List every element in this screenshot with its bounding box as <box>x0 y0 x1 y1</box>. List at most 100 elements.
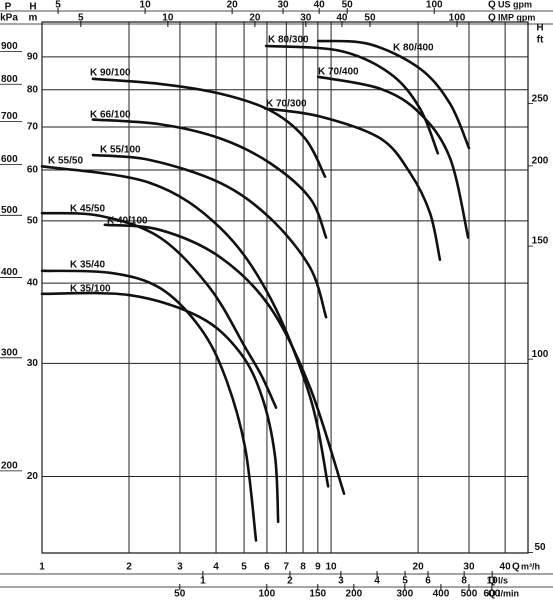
secondary-y-tick-label: 250 <box>532 93 549 104</box>
secondary-y-tick-label: 600 <box>1 154 18 165</box>
secondary-y-tick-label: 200 <box>532 155 549 166</box>
secondary-x-tick-label: 40 <box>314 0 326 11</box>
secondary-x-axis-unit: IMP gpm <box>498 12 535 22</box>
secondary-x-tick-label: 100 <box>426 0 443 11</box>
secondary-x-tick-label: 500 <box>461 589 478 600</box>
secondary-y-tick-label: 700 <box>1 111 18 122</box>
secondary-x-tick-label: 5 <box>78 13 84 24</box>
curve-label: K 55/100 <box>100 145 141 156</box>
x-axis-symbol: Q <box>512 562 520 573</box>
secondary-y-axis-symbol: P <box>5 2 12 13</box>
pump-curve <box>40 291 280 524</box>
secondary-y-axis-unit: ft <box>537 35 544 46</box>
secondary-y-tick-label: 900 <box>1 41 18 52</box>
secondary-y-tick-label: 100 <box>532 349 549 360</box>
curve-label: K 70/300 <box>266 99 307 110</box>
secondary-x-tick-label: 50 <box>342 0 354 11</box>
secondary-x-tick-label: 8 <box>461 576 467 587</box>
x-tick-label: 7 <box>284 562 290 573</box>
pump-curve <box>263 107 442 262</box>
curve-label: K 80/400 <box>393 43 434 54</box>
pump-curve <box>91 118 328 239</box>
y-tick-label: 20 <box>27 471 39 482</box>
curve-label: K 45/50 <box>70 204 105 215</box>
secondary-x-tick-label: 150 <box>309 589 326 600</box>
x-tick-label: 6 <box>264 562 270 573</box>
curve-label: K 70/400 <box>318 67 359 78</box>
pump-curve <box>40 165 330 488</box>
curve-label: K 55/50 <box>48 156 83 167</box>
secondary-x-axis-unit: US gpm <box>498 0 532 9</box>
secondary-x-tick-label: 10 <box>162 13 174 24</box>
y-tick-label: 30 <box>27 358 39 369</box>
secondary-x-tick-label: 10 <box>487 576 499 587</box>
pump-curve <box>91 153 328 319</box>
y-tick-label: 80 <box>27 84 39 95</box>
secondary-x-tick-label: 50 <box>174 589 186 600</box>
y-axis-symbol: H <box>29 2 36 13</box>
y-tick-label: 70 <box>27 122 39 133</box>
secondary-y-tick-label: 800 <box>1 74 18 85</box>
secondary-x-axis-symbol: Q <box>488 576 496 587</box>
curve-label: K 35/40 <box>70 260 105 271</box>
secondary-y-tick-label: 500 <box>1 205 18 216</box>
y-tick-label: 90 <box>27 52 39 63</box>
curve-label: K 66/100 <box>90 110 131 121</box>
secondary-x-tick-label: 30 <box>277 0 289 11</box>
x-tick-label: 8 <box>300 562 306 573</box>
secondary-y-tick-label: 200 <box>1 461 18 472</box>
y-tick-label: 60 <box>27 165 39 176</box>
secondary-x-axis-unit: l/s <box>498 575 508 585</box>
curve-label: K 90/100 <box>90 68 131 79</box>
curve-label: K 35/100 <box>70 284 111 295</box>
secondary-x-tick-label: 50 <box>364 13 376 24</box>
secondary-x-axis-unit: l/min <box>498 588 519 598</box>
curve-label: K 40/100 <box>107 216 148 227</box>
pump-curve <box>40 269 258 542</box>
secondary-x-tick-label: 400 <box>433 589 450 600</box>
secondary-x-tick-label: 6 <box>425 576 431 587</box>
secondary-x-tick-label: 3 <box>338 576 344 587</box>
secondary-x-tick-label: 2 <box>287 576 293 587</box>
secondary-x-axis-symbol: Q <box>488 13 496 24</box>
secondary-x-tick-label: 30 <box>300 13 312 24</box>
pump-curve <box>103 223 346 496</box>
secondary-x-tick-label: 100 <box>258 589 275 600</box>
pump-curve <box>91 77 327 178</box>
secondary-y-tick-label: 50 <box>534 542 546 553</box>
y-axis-unit: m <box>29 13 38 24</box>
x-tick-label: 3 <box>177 562 183 573</box>
x-axis-unit: m³/h <box>521 561 540 571</box>
secondary-y-tick-label: 150 <box>532 236 549 247</box>
secondary-y-axis-symbol: H <box>536 23 543 34</box>
x-tick-label: 5 <box>241 562 247 573</box>
x-tick-label: 10 <box>326 562 338 573</box>
secondary-x-tick-label: 100 <box>449 13 466 24</box>
y-tick-label: 50 <box>27 216 39 227</box>
secondary-x-axis-symbol: Q <box>488 589 496 600</box>
secondary-x-tick-label: 20 <box>249 13 261 24</box>
secondary-x-tick-label: 20 <box>227 0 239 11</box>
pump-curve <box>316 75 470 239</box>
secondary-x-tick-label: 300 <box>396 589 413 600</box>
secondary-x-axis-symbol: Q <box>488 0 496 11</box>
secondary-x-tick-label: 40 <box>336 13 348 24</box>
x-tick-label: 1 <box>39 562 45 573</box>
curve-label: K 80/300 <box>268 35 309 46</box>
x-tick-label: 9 <box>315 562 321 573</box>
pump-curve <box>316 39 471 150</box>
secondary-x-tick-label: 5 <box>55 0 61 11</box>
secondary-x-tick-label: 600 <box>484 589 501 600</box>
y-tick-label: 40 <box>27 278 39 289</box>
secondary-y-tick-label: 300 <box>1 347 18 358</box>
secondary-x-tick-label: 4 <box>374 576 380 587</box>
secondary-x-tick-label: 1 <box>200 576 206 587</box>
x-tick-label: 40 <box>500 562 512 573</box>
secondary-y-axis-unit: kPa <box>0 13 18 24</box>
secondary-x-tick-label: 5 <box>402 576 408 587</box>
x-tick-label: 2 <box>126 562 132 573</box>
x-tick-label: 20 <box>413 562 425 573</box>
pump-curve <box>40 211 278 409</box>
secondary-x-tick-label: 10 <box>140 0 152 11</box>
